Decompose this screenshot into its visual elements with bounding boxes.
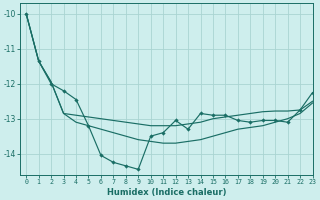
X-axis label: Humidex (Indice chaleur): Humidex (Indice chaleur) [107,188,226,197]
